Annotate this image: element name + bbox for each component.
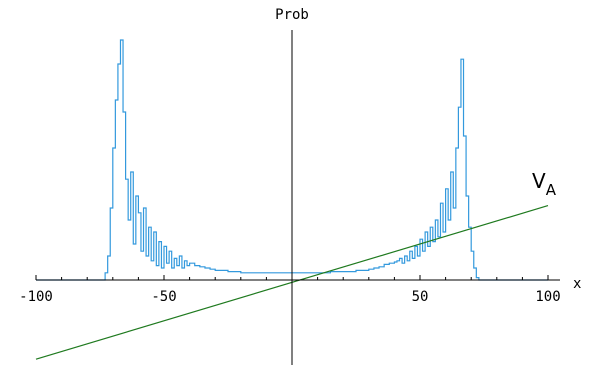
x-tick-label: 50 (412, 289, 429, 305)
x-axis-label: x (573, 276, 581, 292)
x-tick-label: -50 (151, 289, 176, 305)
x-tick-label: 100 (535, 289, 560, 305)
potential-series-name: V (532, 169, 546, 193)
x-tick-label: -100 (19, 289, 53, 305)
axes (36, 30, 560, 365)
potential-series-label: VA (532, 169, 557, 199)
potential-series-subscript: A (546, 181, 557, 199)
x-ticks: -100 -50 50 100 (19, 275, 561, 305)
y-axis-label: Prob (275, 7, 309, 23)
